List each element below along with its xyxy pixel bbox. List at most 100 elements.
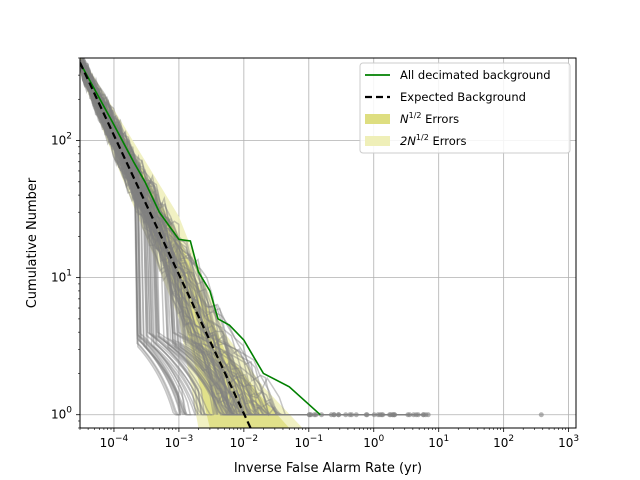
realization-endpoint: [421, 412, 427, 418]
x-tick-label: 102: [493, 434, 514, 450]
realization-endpoint: [407, 412, 413, 418]
realization-endpoint: [391, 412, 397, 418]
series-lines: [80, 62, 321, 428]
decimated-realization-line: [80, 62, 322, 416]
decimated-realization-line: [80, 61, 186, 415]
y-tick-label: 100: [51, 406, 72, 422]
decimated-realization-line: [80, 62, 182, 415]
realization-endpoint: [377, 412, 383, 418]
legend-label: Expected Background: [400, 90, 526, 104]
x-tick-label: 103: [558, 434, 579, 450]
decimated-realization-line: [80, 62, 242, 416]
decimated-realization-line: [80, 62, 352, 416]
realization-endpoint: [319, 412, 325, 418]
x-tick-label: 10−4: [100, 434, 129, 450]
decimated-realization-line: [80, 62, 305, 416]
decimated-realization-line: [80, 62, 395, 416]
realization-endpoint: [371, 412, 377, 418]
decimated-realization-line: [80, 62, 244, 415]
decimated-realization-line: [80, 62, 261, 416]
decimated-realization-line: [80, 61, 265, 416]
decimated-realization-line: [80, 59, 215, 415]
decimated-realization-line: [80, 61, 242, 416]
expected-background-line: [80, 62, 252, 428]
decimated-realization-line: [80, 62, 181, 416]
decimated-realization-line: [80, 62, 339, 416]
decimated-realization-line: [80, 62, 243, 416]
x-tick-label: 10−2: [230, 434, 259, 450]
y-axis-label: Cumulative Number: [25, 177, 40, 308]
decimated-realization-line: [80, 62, 202, 415]
decimated-realization-line: [80, 58, 181, 415]
error-band: [80, 58, 290, 428]
decimated-realization-line: [80, 62, 375, 416]
decimated-realization-line: [80, 62, 367, 416]
x-tick-label: 10−1: [295, 434, 324, 450]
axis-ticks: 10−4 10−3 10−2 10−1 100 101 102 103 100 101 102: [51, 57, 579, 450]
realization-endpoint: [363, 412, 369, 418]
error-band: [80, 58, 303, 428]
decimated-realization-line: [80, 62, 181, 415]
decimated-realization-line: [80, 62, 196, 416]
decimated-realization-line: [80, 62, 268, 416]
y-tick-label: 101: [51, 269, 72, 285]
decimated-realization-line: [80, 62, 274, 416]
y-tick-label: 102: [51, 132, 72, 148]
realization-endpoint: [415, 412, 421, 418]
decimated-realization-line: [80, 62, 208, 416]
decimated-realization-line: [80, 58, 187, 415]
realization-endpoint: [331, 412, 337, 418]
legend-box: [359, 62, 571, 154]
legend-label: All decimated background: [400, 68, 551, 82]
realization-endpoint: [343, 412, 349, 418]
legend: All decimated background Expected Backgro…: [359, 62, 571, 154]
decimated-realization-line: [80, 61, 293, 416]
decimated-realization-line: [80, 61, 269, 416]
decimated-realization-line: [80, 62, 299, 416]
legend-swatch-patch: [365, 136, 390, 146]
decimated-realization-line: [80, 62, 192, 416]
decimated-realization-line: [80, 62, 218, 415]
decimated-realization-line: [80, 62, 247, 416]
all-decimated-background-line: [80, 62, 321, 416]
decimated-realization-line: [80, 62, 199, 415]
realization-endpoint: [353, 412, 359, 418]
realization-endpoint: [336, 412, 342, 418]
decimated-realization-line: [80, 62, 289, 416]
decimated-realization-line: [80, 62, 300, 416]
decimated-realization-line: [80, 62, 219, 415]
x-axis-label: Inverse False Alarm Rate (yr): [234, 461, 422, 476]
legend-label: 2N1/2 Errors: [400, 133, 466, 148]
realization-endpoint: [347, 412, 353, 418]
decimated-realization-line: [80, 58, 198, 416]
decimated-realization-line: [80, 62, 311, 416]
decimated-realization-line: [80, 59, 181, 416]
decimated-realization-line: [80, 62, 335, 416]
realization-endpoint: [313, 412, 319, 418]
decimated-realization-line: [80, 62, 300, 416]
realization-endpoint: [425, 412, 431, 418]
legend-swatch-patch: [365, 114, 390, 124]
decimated-realization-line: [80, 62, 332, 416]
realization-endpoint: [308, 412, 314, 418]
realization-endpoint: [538, 412, 544, 418]
plot-frame: [79, 57, 577, 429]
decimated-realization-line: [80, 62, 346, 416]
x-tick-label: 101: [428, 434, 449, 450]
decimated-realization-line: [80, 62, 238, 416]
decimated-realization-line: [80, 62, 197, 415]
decimated-realization-line: [80, 61, 186, 416]
decimated-realization-line: [80, 61, 242, 416]
decimated-realization-line: [80, 62, 293, 416]
x-tick-label: 100: [363, 434, 384, 450]
decimated-realization-line: [80, 62, 212, 416]
decimated-realization-line: [80, 62, 419, 416]
decimated-realization-line: [80, 62, 265, 416]
x-tick-label: 10−3: [165, 434, 194, 450]
error-bands: [80, 58, 303, 428]
decimated-realization-line: [80, 62, 350, 416]
decimated-realization-line: [80, 62, 184, 416]
decimated-realization-line: [80, 62, 316, 417]
decimated-realization-line: [80, 62, 379, 416]
